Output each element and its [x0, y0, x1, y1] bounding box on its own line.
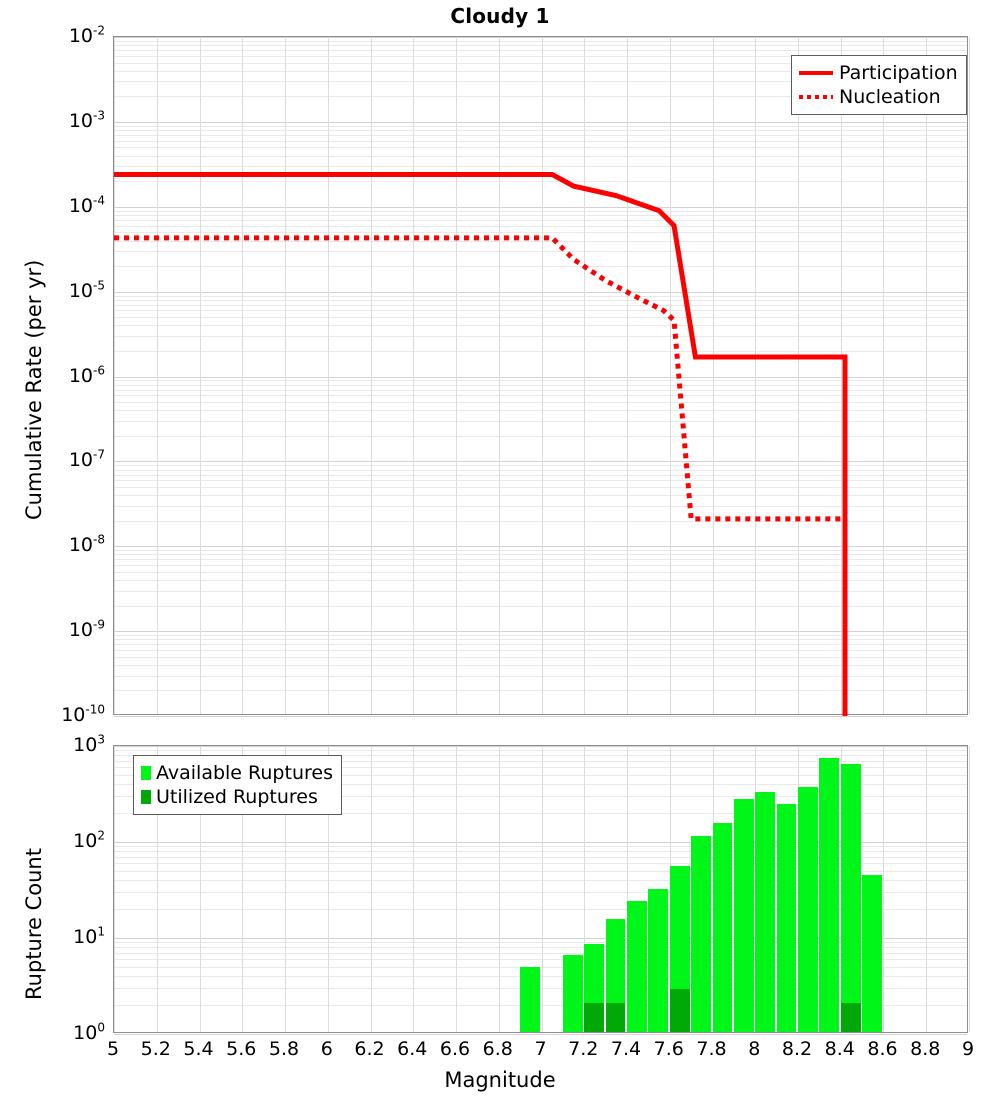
x-tick-label: 7.6	[653, 1038, 684, 1060]
y-tick-label: 10-3	[68, 108, 105, 132]
nucleation-curve	[114, 235, 848, 716]
bar-available	[776, 803, 797, 1032]
bar-available	[691, 836, 711, 1032]
bottom-y-tick-labels: 103 102 101 100	[0, 0, 105, 1060]
y-tick-label: 10-7	[68, 448, 105, 472]
y-tick-label: 102	[73, 828, 105, 852]
bar-available	[669, 866, 690, 1032]
bar-utilized	[605, 1003, 626, 1032]
bar-available	[755, 791, 776, 1032]
rate-curves	[114, 171, 848, 716]
bar-available	[648, 888, 669, 1032]
legend-label: Participation	[839, 62, 958, 84]
x-tick-label: 8	[748, 1038, 761, 1060]
y-tick-label: 10-4	[68, 193, 105, 217]
y-tick-label: 10-10	[61, 702, 105, 726]
participation-curve	[114, 171, 848, 716]
y-tick-label: 100	[73, 1020, 105, 1044]
top-y-tick-labels: 10-2 10-3 10-4 10-5 10-6 10-7 10-8 10-9 10-10	[0, 0, 105, 760]
x-tick-label: 7.8	[696, 1038, 727, 1060]
solid-line-icon	[799, 71, 833, 75]
y-tick-label: 10-2	[68, 23, 105, 47]
x-tick-label: 8.4	[824, 1038, 855, 1060]
x-tick-label: 6.2	[354, 1038, 385, 1060]
bar-available	[733, 798, 754, 1032]
x-tick-label: 5.6	[226, 1038, 257, 1060]
x-tick-label: 5	[106, 1038, 120, 1060]
x-tick-label: 6.8	[482, 1038, 513, 1060]
bottom-legend: Available Ruptures Utilized Ruptures	[133, 755, 342, 815]
cumulative-rate-plot	[113, 36, 970, 717]
y-tick-label: 101	[73, 924, 105, 948]
x-tick-label: 6.4	[397, 1038, 428, 1060]
legend-label: Nucleation	[839, 86, 941, 108]
bar-available	[627, 901, 647, 1032]
x-tick-label: 7.2	[568, 1038, 599, 1060]
bar-utilized	[840, 1003, 861, 1032]
x-tick-label: 7.4	[610, 1038, 642, 1060]
bar-available	[712, 823, 733, 1032]
bar-available	[584, 943, 605, 1032]
x-tick-label: 5.4	[183, 1038, 214, 1060]
x-tick-label: 6.6	[439, 1038, 471, 1060]
bar-utilized	[584, 1003, 605, 1032]
bar-available	[520, 967, 540, 1032]
legend-item-available-ruptures: Available Ruptures	[141, 761, 333, 785]
x-tick-label: 5.8	[268, 1038, 300, 1060]
x-tick-label: 7	[534, 1038, 547, 1060]
green-square-icon	[141, 766, 151, 780]
dotted-line-icon	[799, 95, 833, 99]
x-tick-label: 6	[320, 1038, 333, 1060]
y-tick-label: 10-5	[68, 278, 105, 302]
bottom-y-axis-title: Rupture Count	[22, 848, 46, 1000]
y-tick-label: 10-8	[68, 532, 105, 557]
page-title: Cloudy 1	[450, 4, 550, 28]
legend-item-utilized-ruptures: Utilized Ruptures	[141, 785, 333, 809]
y-tick-label: 10-6	[68, 363, 105, 387]
x-tick-label: 5.2	[140, 1038, 171, 1060]
x-tick-label: 8.2	[781, 1038, 813, 1060]
bar-available	[605, 919, 626, 1032]
legend-label: Utilized Ruptures	[156, 786, 318, 808]
x-tick-label: 9	[961, 1038, 975, 1060]
top-legend: Participation Nucleation	[791, 55, 967, 115]
legend-item-nucleation: Nucleation	[799, 85, 958, 109]
y-tick-label: 10-9	[68, 617, 105, 642]
bar-available	[862, 875, 882, 1032]
bar-available	[840, 763, 861, 1032]
bar-available	[819, 757, 840, 1032]
legend-label: Available Ruptures	[156, 762, 333, 784]
bar-group	[114, 746, 967, 1032]
legend-item-participation: Participation	[799, 61, 958, 85]
bar-available	[562, 954, 583, 1032]
dark-green-square-icon	[141, 790, 151, 804]
x-axis-title: Magnitude	[444, 1068, 556, 1092]
y-tick-label: 103	[73, 732, 105, 756]
bar-available	[798, 786, 818, 1032]
x-tick-label: 8.6	[867, 1038, 898, 1060]
x-tick-label: 8.8	[910, 1038, 941, 1060]
bar-utilized	[669, 989, 690, 1032]
